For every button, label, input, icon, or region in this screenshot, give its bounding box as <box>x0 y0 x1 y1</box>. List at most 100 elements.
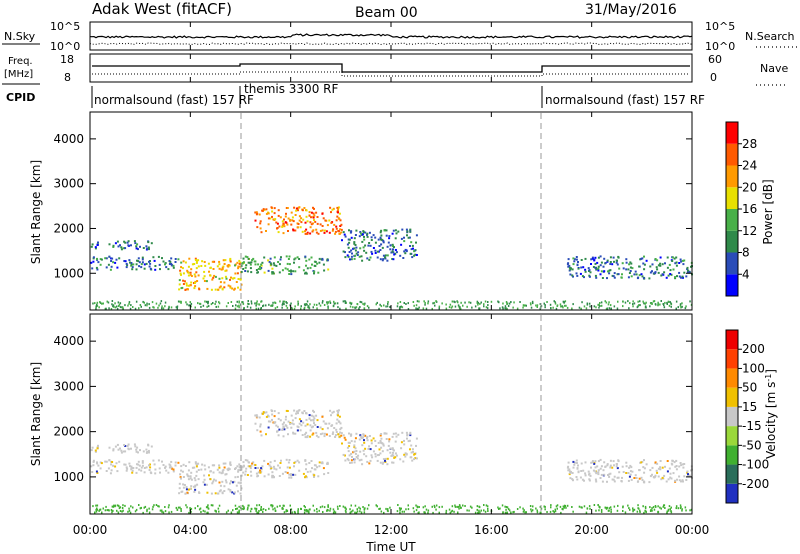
power-cell <box>415 307 417 310</box>
nave-trace <box>92 71 690 77</box>
velocity-cell <box>339 431 342 434</box>
velocity-cell <box>665 480 668 483</box>
velocity-cell <box>257 511 260 514</box>
power-cell <box>675 264 678 267</box>
power-cell <box>671 256 674 259</box>
velocity-cell <box>454 504 456 507</box>
velocity-cell <box>478 505 480 508</box>
power-cell <box>277 214 280 217</box>
power-cell <box>381 259 384 262</box>
power-cell <box>99 263 102 266</box>
velocity-cell <box>136 446 139 449</box>
power-cell <box>318 257 321 260</box>
power-cell <box>633 302 636 305</box>
velocity-cell <box>576 478 579 481</box>
power-cell <box>441 302 443 305</box>
power-cell <box>342 300 345 303</box>
velocity-cell <box>335 431 338 433</box>
power-cell <box>390 251 393 254</box>
velocity-cell <box>323 473 326 476</box>
velocity-cell <box>686 474 689 477</box>
power-cell <box>124 260 127 263</box>
power-cell <box>254 302 256 305</box>
velocity-cell <box>352 451 355 454</box>
velocity-cell <box>477 511 479 514</box>
velocity-cell <box>289 504 291 507</box>
power-cell <box>379 258 382 261</box>
velocity-cell <box>337 507 339 510</box>
velocity-cell <box>187 478 190 481</box>
power-cell <box>225 277 228 280</box>
power-cell <box>195 261 198 264</box>
power-cell <box>352 306 354 309</box>
velocity-cell <box>587 470 590 473</box>
velocity-cell <box>573 461 576 464</box>
velocity-cell <box>222 462 225 465</box>
power-cell <box>301 230 304 233</box>
power-cell <box>403 250 406 253</box>
power-cell <box>116 308 119 310</box>
power-cell <box>123 260 126 262</box>
velocity-cell <box>135 466 138 469</box>
velocity-cell <box>670 510 672 512</box>
velocity-cell <box>300 424 303 427</box>
power-cell <box>306 232 309 235</box>
power-cell <box>675 261 678 264</box>
power-cell <box>569 268 572 271</box>
power-cell <box>223 263 226 265</box>
power-cell <box>684 307 687 310</box>
velocity-cell <box>189 475 192 478</box>
power-cell <box>182 279 185 282</box>
velocity-cell <box>174 461 177 464</box>
velocity-cell <box>501 504 504 507</box>
velocity-cell <box>657 505 659 508</box>
power-cell <box>271 215 273 218</box>
velocity-cell <box>370 454 373 457</box>
power-cell <box>571 274 574 277</box>
velocity-cell <box>259 471 262 474</box>
power-cell <box>382 258 385 261</box>
power-cell <box>384 256 386 259</box>
velocity-cell <box>487 510 489 512</box>
velocity-cell <box>656 462 659 465</box>
power-cell <box>277 209 280 212</box>
velocity-cell <box>294 473 297 476</box>
velocity-cell <box>221 491 224 494</box>
power-cell <box>323 229 326 232</box>
velocity-cell <box>632 509 634 512</box>
velocity-cell <box>315 431 318 434</box>
velocity-cell <box>389 451 392 454</box>
velocity-cell <box>194 507 196 510</box>
velocity-cell <box>144 505 147 508</box>
velocity-cell <box>141 461 144 464</box>
power-cell <box>239 261 242 264</box>
power-cell <box>135 300 138 303</box>
velocity-cell <box>158 467 161 470</box>
power-cell <box>135 245 138 248</box>
velocity-cell <box>615 465 618 468</box>
velocity-cell <box>613 505 616 508</box>
power-cell <box>669 269 672 272</box>
velocity-cell <box>342 453 345 456</box>
power-cell <box>310 223 313 226</box>
power-cell <box>267 217 270 220</box>
power-cell <box>250 271 253 274</box>
power-cell <box>629 302 631 305</box>
velocity-cell <box>112 509 114 512</box>
velocity-cell <box>385 432 388 435</box>
velocity-cell <box>209 478 212 481</box>
velocity-cell <box>618 471 621 474</box>
velocity-cell <box>687 473 689 476</box>
velocity-cell <box>622 505 624 508</box>
power-cell <box>246 270 249 273</box>
power-cell <box>211 260 214 263</box>
power-cell <box>315 211 318 214</box>
velocity-cell <box>277 464 280 467</box>
velocity-cell <box>385 507 387 510</box>
velocity-cell <box>652 506 655 509</box>
velocity-cell <box>172 470 175 473</box>
velocity-cell <box>469 505 472 508</box>
power-cell <box>388 237 391 240</box>
power-cell <box>453 300 455 303</box>
